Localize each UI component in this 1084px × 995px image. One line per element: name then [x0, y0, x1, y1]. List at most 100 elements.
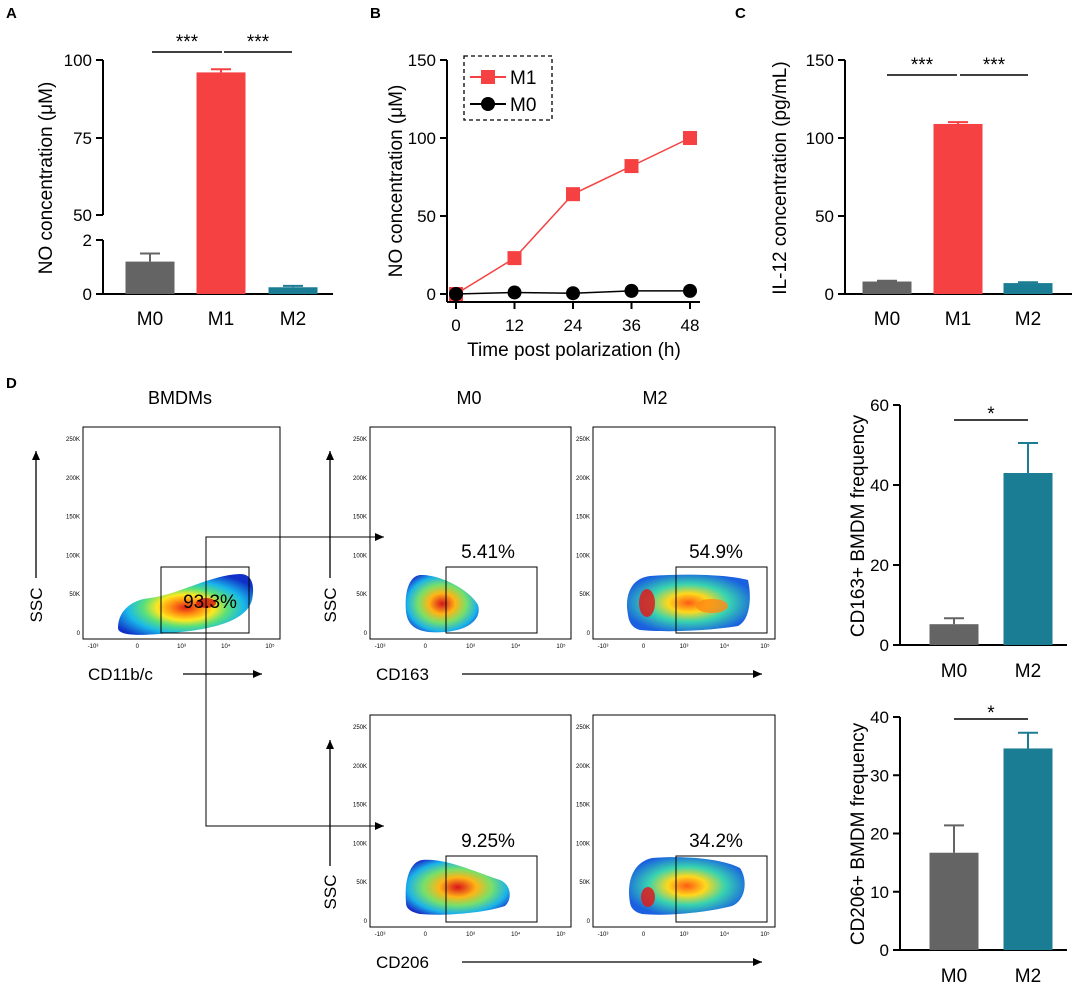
flow-xtick-m0-cd206-1: 0	[424, 932, 428, 938]
gate-connector-to-cd163	[205, 533, 384, 633]
flow-density-m2-cd163	[626, 574, 750, 632]
c-category-m0: M0	[874, 309, 900, 330]
flow-axis-ticks: 250K 200K 150K 100K 50K 0 -10³ 0 10³ 10⁴ 10⁵ 250K 20…	[66, 437, 770, 938]
b-xtick-36: 36	[622, 316, 641, 335]
flow-hotspot-m2-cd163-b	[696, 599, 728, 613]
a-y-ticks: 100 75 50 2 0	[64, 51, 103, 304]
bmdms-x-axis-label: CD11b/c	[88, 665, 153, 684]
dbot-ytick-10: 10	[870, 883, 889, 902]
b-xtick-48: 48	[681, 316, 700, 335]
flow-ytick-m2-cd163-2: 150K	[576, 515, 590, 521]
dbot-ytick-40: 40	[870, 708, 889, 727]
dbot-y-ticks: 0 10 20 30 40	[870, 708, 900, 960]
a-category-m0: M0	[137, 309, 163, 330]
flow-density-m0-cd163	[405, 574, 479, 633]
b-x-ticks: 0 12 24 36 48	[451, 302, 699, 335]
flow-gate-m0-cd206	[445, 855, 538, 923]
c-y-axis-label: IL-12 concentration (pg/mL)	[770, 61, 791, 294]
b-point-m1-12	[507, 251, 522, 266]
panel-d-cd163-bar-chart: 0 20 40 60 M0 M2 * CD163+ BMDM frequency	[848, 396, 1067, 682]
dbot-category-m2: M2	[1015, 966, 1041, 987]
dbot-ytick-0: 0	[880, 941, 889, 960]
flow-gate-label-m2-cd206: 34.2%	[689, 831, 743, 852]
dtop-category-m0: M0	[941, 661, 967, 682]
b-ytick-150: 150	[408, 51, 436, 70]
b-ytick-0: 0	[427, 285, 436, 304]
flow-xtick-m2-cd206-4: 10⁵	[760, 931, 770, 938]
c-y-ticks: 0 50 100 150	[806, 51, 845, 304]
flow-xtick-m0-cd206-3: 10⁴	[511, 931, 521, 938]
b-legend-marker-m0	[481, 97, 495, 111]
b-point-m0-48	[683, 283, 697, 298]
dbot-y-axis-label: CD206+ BMDM frequency	[848, 722, 869, 945]
flow-ytick-m0-cd163-0: 250K	[353, 437, 367, 443]
cd206-y-axis-label: SSC	[321, 875, 340, 910]
dtop-ytick-40: 40	[870, 476, 889, 495]
flow-ytick-bmdms-2: 150K	[66, 515, 80, 521]
flow-ytick-m0-cd206-0: 250K	[353, 725, 367, 731]
flow-title-bmdms: BMDMs	[148, 388, 212, 408]
panel-label-a: A	[6, 5, 17, 22]
c-sig-label-1: ***	[911, 55, 934, 76]
panel-label-b: B	[370, 5, 381, 22]
flow-gate-m0-cd163	[445, 566, 538, 634]
c-sig-label-2: ***	[983, 55, 1006, 76]
panel-d-cd206-bar-chart: 0 10 20 30 40 M0 M2 * CD206+ BMDM frequency	[848, 703, 1067, 987]
flow-gate-label-m0-cd163: 5.41%	[461, 542, 515, 563]
b-legend-marker-m1	[481, 70, 495, 84]
a-bar-m2	[268, 287, 318, 294]
flow-xtick-m0-cd206-0: -10³	[375, 932, 386, 938]
flow-xtick-m2-cd163-1: 0	[642, 644, 646, 650]
flow-xtick-m0-cd163-1: 0	[424, 644, 428, 650]
b-y-axis-label: NO concentration (μM)	[386, 85, 407, 278]
c-bar-m1	[933, 123, 983, 295]
b-point-m1-24	[566, 187, 580, 202]
gate-connector-to-cd206	[205, 633, 384, 830]
flow-xtick-m0-cd206-2: 10³	[466, 932, 475, 938]
dbot-ytick-30: 30	[870, 766, 889, 785]
b-legend-label-m1: M1	[510, 68, 536, 89]
flow-xtick-m2-cd206-0: -10³	[598, 932, 609, 938]
b-series-line-m1	[455, 137, 691, 295]
flow-ytick-m2-cd206-2: 150K	[576, 803, 590, 809]
b-point-m0-0	[449, 287, 463, 301]
a-ytick-50: 50	[73, 206, 92, 225]
flow-ytick-bmdms-0: 250K	[66, 437, 80, 443]
flow-xtick-m2-cd206-3: 10⁴	[720, 931, 730, 938]
b-point-m0-12	[507, 285, 522, 300]
flow-ytick-m0-cd163-3: 100K	[353, 553, 367, 559]
dbot-category-m0: M0	[941, 966, 967, 987]
bmdms-y-axis-label: SSC	[27, 588, 46, 623]
flow-gate-bmdms	[160, 566, 250, 634]
flow-density-m0-cd206	[405, 859, 510, 915]
flow-xtick-bmdms-3: 10⁴	[221, 643, 231, 650]
flow-ytick-m2-cd163-5: 0	[587, 631, 591, 637]
flow-title-m2: M2	[642, 388, 667, 408]
flow-ytick-m0-cd206-1: 200K	[353, 764, 367, 770]
flow-ytick-m2-cd206-1: 200K	[576, 764, 590, 770]
a-bar-m1	[196, 72, 246, 295]
flow-xtick-m0-cd206-4: 10⁵	[556, 931, 566, 938]
flow-ytick-m0-cd163-1: 200K	[353, 476, 367, 482]
a-y-axis-label: NO concentration (μM)	[36, 82, 57, 275]
flow-hotspot-m2-cd206	[641, 887, 655, 907]
cd163-x-axis-label: CD163	[376, 665, 429, 684]
panel-b-line-chart: 0 50 100 150 0 12 24 36 48 M1 M0 Time post pola…	[386, 51, 700, 361]
dtop-ytick-20: 20	[870, 556, 889, 575]
panel-c-bar-chart: 0 50 100 150 M0 M1 M2 *** *** IL-12 concent…	[770, 51, 1072, 330]
flow-ytick-m0-cd163-4: 50K	[356, 592, 367, 598]
flow-title-m0: M0	[456, 388, 481, 408]
b-xtick-12: 12	[505, 316, 524, 335]
flow-gate-label-m0-cd206: 9.25%	[461, 831, 515, 852]
a-ytick-100: 100	[64, 51, 92, 70]
flow-ytick-m0-cd206-3: 100K	[353, 841, 367, 847]
flow-xtick-m0-cd163-0: -10³	[375, 644, 386, 650]
flow-xtick-bmdms-4: 10⁵	[265, 643, 275, 650]
dtop-y-axis-label: CD163+ BMDM frequency	[848, 414, 869, 637]
flow-xtick-m2-cd163-3: 10⁴	[720, 643, 730, 650]
dtop-sig-label: *	[987, 404, 995, 425]
c-ytick-0: 0	[825, 285, 834, 304]
b-legend	[463, 55, 553, 121]
flow-xtick-bmdms-2: 10³	[177, 644, 186, 650]
flow-xtick-m0-cd163-2: 10³	[466, 644, 475, 650]
